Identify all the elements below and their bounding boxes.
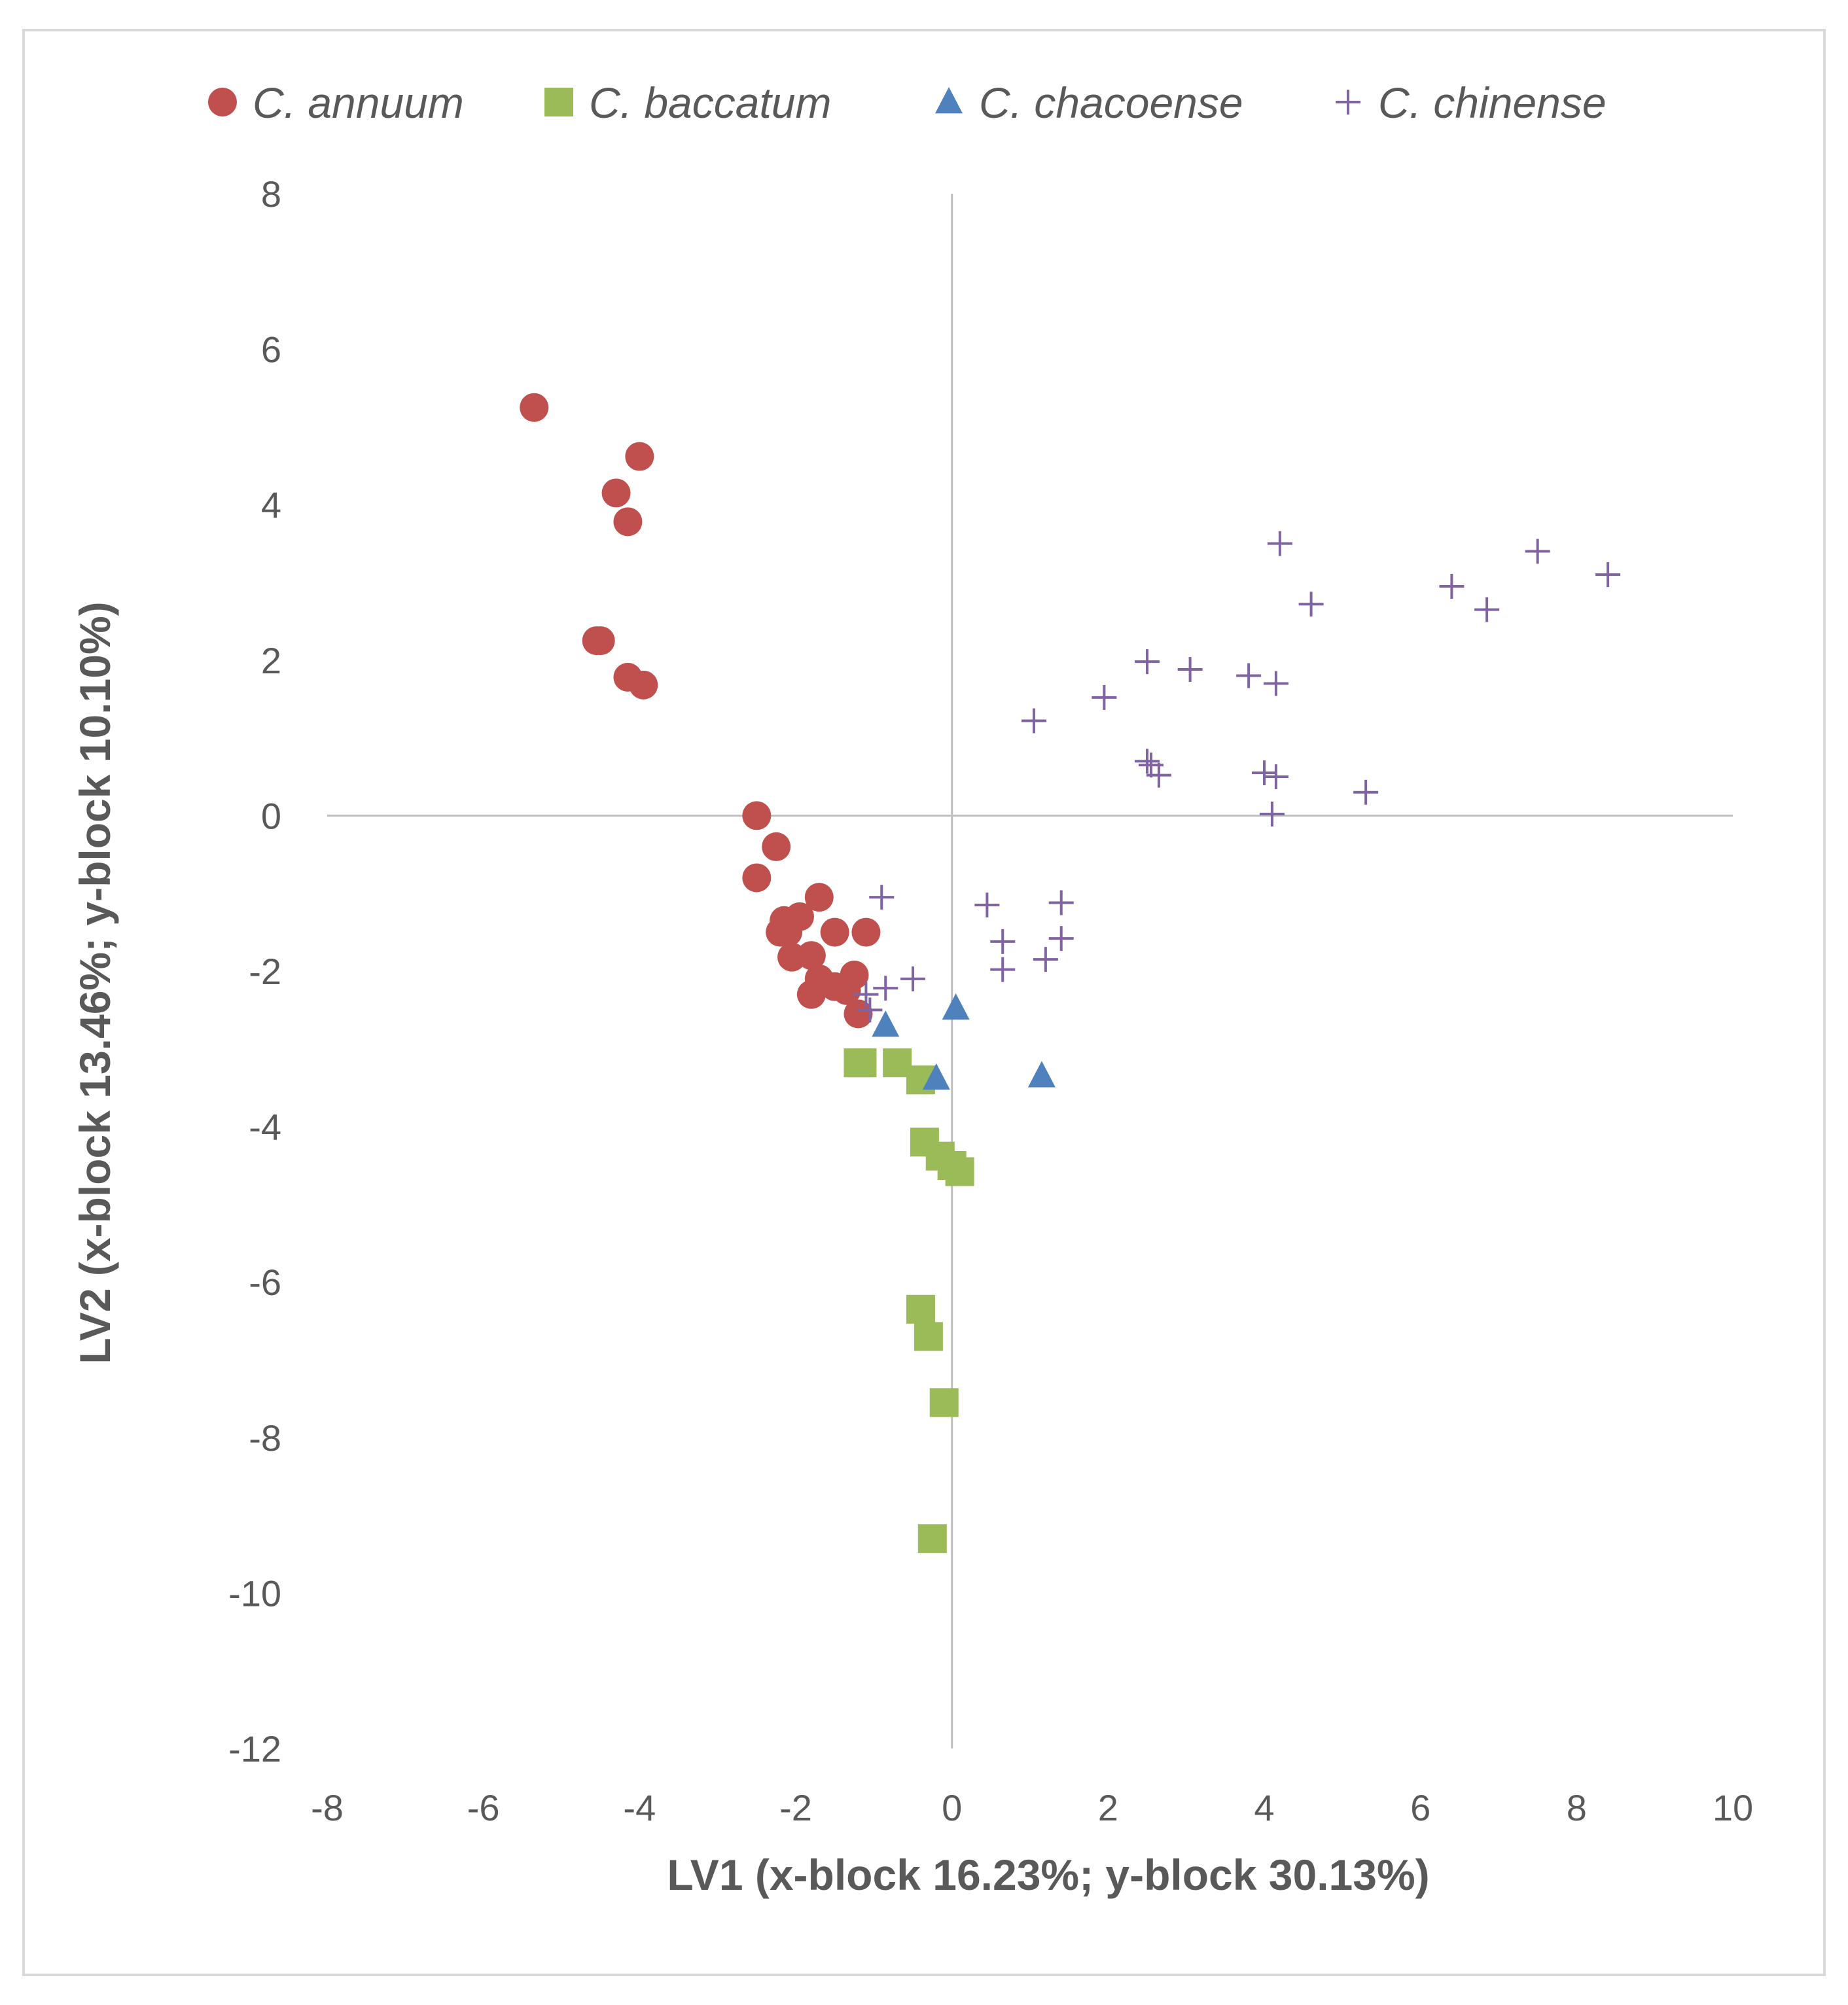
data-marks [520, 393, 1621, 1553]
series-c-annuum [520, 393, 881, 1029]
point-c-chinense [990, 957, 1016, 982]
x-tick-label: -2 [779, 1787, 812, 1828]
point-c-chinense [1525, 539, 1550, 564]
point-c-chinense [873, 976, 898, 1001]
x-tick-label: 4 [1254, 1787, 1274, 1828]
scatter-chart: C. annuum C. baccatum C. chacoense C. chine… [71, 79, 1753, 1899]
y-tick-label: 2 [261, 640, 281, 681]
point-c-chinense [1048, 926, 1074, 951]
x-tick-label: 8 [1567, 1787, 1587, 1828]
point-c-chinense [1474, 597, 1500, 622]
point-c-chinense [1236, 663, 1262, 688]
chart-frame: C. annuum C. baccatum C. chacoense C. chine… [22, 29, 1826, 1976]
point-c-annuum [844, 999, 873, 1029]
x-tick-label: -4 [623, 1787, 656, 1828]
point-c-chinense [1259, 802, 1285, 827]
point-c-annuum [804, 883, 834, 912]
y-tick-label: -10 [228, 1572, 281, 1614]
point-c-annuum [742, 801, 772, 830]
point-c-annuum [520, 393, 549, 422]
y-tick-label: -8 [249, 1417, 281, 1459]
point-c-chinense [1177, 657, 1203, 683]
y-tick-label: -12 [228, 1728, 281, 1769]
y-tick-label: 4 [261, 484, 281, 525]
point-c-annuum [773, 917, 803, 947]
point-c-baccatum [906, 1294, 935, 1324]
point-c-annuum [625, 442, 654, 471]
point-c-chinense [1252, 760, 1277, 786]
point-c-chinense [857, 997, 883, 1023]
point-c-annuum [742, 863, 772, 893]
x-tick-label: 2 [1098, 1787, 1118, 1828]
y-tick-label: -6 [249, 1262, 281, 1303]
x-tick-label: 0 [942, 1787, 962, 1828]
x-tick-label: -8 [311, 1787, 344, 1828]
point-c-baccatum [914, 1322, 943, 1351]
point-c-chinense [869, 885, 895, 910]
point-c-chinense [1263, 764, 1288, 789]
point-c-annuum [820, 917, 849, 947]
legend-marker-c-annuum [208, 88, 237, 116]
point-c-annuum [601, 478, 631, 508]
point-c-baccatum [847, 1048, 877, 1078]
point-c-chinense [1263, 671, 1288, 696]
point-c-chinense [1298, 592, 1324, 617]
y-tick-label: -2 [249, 951, 281, 992]
legend-label-c-baccatum: C. baccatum [589, 79, 831, 127]
point-c-annuum [796, 980, 826, 1009]
axes: -8 -6 -4 -2 0 2 4 6 8 10 -12 -10 -8 -6 -4 -2 0 2 4 6 8 [228, 173, 1753, 1828]
point-c-chinense [900, 966, 925, 991]
y-axis-title: LV2 (x-block 13.46%; y-block 10.10%) [71, 601, 119, 1364]
point-c-chinense [1048, 890, 1074, 915]
point-c-chinense [853, 982, 879, 1007]
point-c-chinense [974, 893, 1000, 918]
point-c-chinense [1439, 573, 1465, 599]
legend-marker-c-chacoense [935, 87, 963, 114]
point-c-chinense [1135, 749, 1160, 774]
y-tick-label: 8 [261, 173, 281, 215]
x-tick-label: -6 [467, 1787, 500, 1828]
y-tick-label: -4 [249, 1107, 281, 1148]
series-c-chinense [853, 531, 1621, 1023]
point-c-baccatum [929, 1388, 959, 1417]
point-c-chinense [1092, 684, 1117, 710]
point-c-chacoense [922, 1063, 950, 1090]
legend-marker-c-baccatum [544, 88, 573, 116]
series-c-baccatum [844, 1048, 974, 1553]
legend-marker-c-chinense [1336, 90, 1360, 115]
point-c-chinense [1267, 531, 1292, 556]
legend: C. annuum C. baccatum C. chacoense C. chine… [208, 79, 1607, 127]
point-c-annuum [629, 670, 658, 700]
point-c-chinense [1033, 947, 1058, 972]
point-c-chinense [1595, 562, 1621, 588]
point-c-chacoense [1027, 1061, 1056, 1088]
x-tick-label: 6 [1410, 1787, 1430, 1828]
point-c-annuum [832, 976, 861, 1005]
point-c-chinense [1146, 762, 1171, 788]
legend-label-c-chacoense: C. chacoense [979, 79, 1243, 127]
point-c-chacoense [872, 1010, 900, 1037]
legend-label-c-chinense: C. chinense [1378, 79, 1607, 127]
point-c-baccatum [945, 1157, 974, 1186]
point-c-annuum [851, 917, 881, 947]
point-c-chinense [990, 929, 1016, 954]
y-tick-label: 6 [261, 329, 281, 370]
x-axis-title: LV1 (x-block 16.23%; y-block 30.13%) [667, 1851, 1429, 1899]
point-c-chinense [1135, 649, 1160, 675]
point-c-chinense [1353, 779, 1379, 805]
series-c-chacoense [872, 993, 1056, 1090]
point-c-annuum [613, 507, 643, 537]
point-c-chinense [1021, 708, 1046, 734]
legend-label-c-annuum: C. annuum [253, 79, 464, 127]
point-c-chacoense [942, 993, 970, 1020]
y-tick-label: 0 [261, 795, 281, 836]
point-c-annuum [777, 942, 807, 972]
x-tick-label: 10 [1713, 1787, 1753, 1828]
point-c-annuum [762, 832, 791, 861]
point-c-baccatum [917, 1524, 947, 1553]
point-c-annuum [586, 626, 615, 656]
